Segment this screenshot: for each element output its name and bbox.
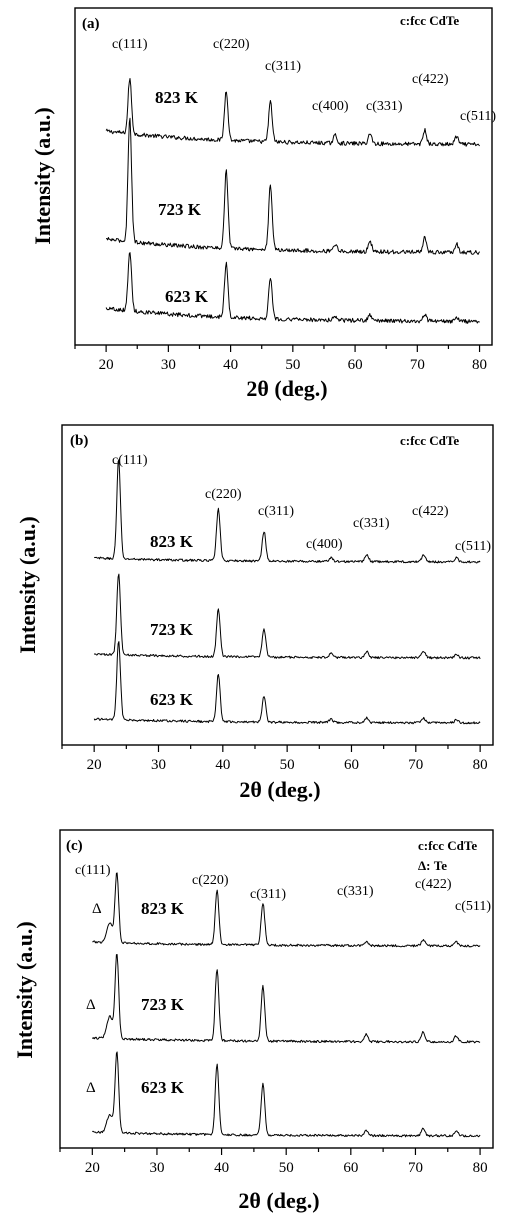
- peak-label-c220: c(220): [192, 873, 229, 888]
- legend-line-1: c:fcc CdTe: [400, 13, 459, 28]
- te-marker-623k: Δ: [86, 1080, 96, 1096]
- peak-label-c331: c(331): [366, 99, 403, 114]
- x-tick-label: 50: [279, 1160, 294, 1176]
- xrd-trace-823k: [92, 872, 481, 948]
- peak-label-c400: c(400): [306, 537, 343, 552]
- xrd-trace-823k: [94, 459, 481, 564]
- peak-label-c511: c(511): [455, 539, 491, 554]
- temperature-label-623k: 623 K: [150, 690, 194, 709]
- x-tick-label: 20: [87, 757, 102, 773]
- x-axis-ticks: 20 30 40 50 60 70 80: [59, 1148, 488, 1176]
- y-axis-title: Intensity (a.u.): [30, 107, 55, 245]
- peak-label-c331: c(331): [337, 884, 374, 899]
- y-axis-title: Intensity (a.u.): [15, 516, 40, 654]
- legend-line-1: c:fcc CdTe: [400, 433, 459, 448]
- te-marker-823k: Δ: [92, 901, 102, 917]
- x-tick-label: 80: [473, 1160, 488, 1176]
- x-tick-label: 70: [410, 357, 425, 373]
- peak-label-c331: c(331): [353, 516, 390, 531]
- temperature-label-723k: 723 K: [141, 995, 185, 1014]
- peak-label-c422: c(422): [412, 504, 449, 519]
- x-tick-label: 50: [280, 757, 295, 773]
- peak-label-c220: c(220): [205, 487, 242, 502]
- y-axis-title: Intensity (a.u.): [12, 921, 37, 1059]
- x-tick-label: 70: [408, 757, 423, 773]
- peak-label-c311: c(311): [258, 504, 294, 519]
- panel-label: (b): [70, 433, 88, 449]
- x-axis-ticks: 20 30 40 50 60 70 80: [74, 345, 487, 373]
- temperature-label-723k: 723 K: [158, 200, 202, 219]
- x-tick-label: 80: [472, 357, 487, 373]
- x-tick-label: 60: [348, 357, 363, 373]
- peak-label-c111: c(111): [75, 863, 111, 878]
- x-tick-label: 40: [223, 357, 238, 373]
- x-tick-label: 50: [285, 357, 300, 373]
- peak-label-c220: c(220): [213, 37, 250, 52]
- x-tick-label: 80: [473, 757, 488, 773]
- legend-line-2: Δ: Te: [418, 858, 447, 873]
- xrd-trace-823k: [105, 78, 480, 147]
- peak-label-c400: c(400): [312, 99, 349, 114]
- x-axis-title: 2θ (deg.): [246, 376, 327, 401]
- x-axis-ticks: 20 30 40 50 60 70 80: [61, 745, 488, 773]
- xrd-trace-723k: [106, 117, 481, 255]
- x-tick-label: 60: [344, 757, 359, 773]
- x-tick-label: 60: [343, 1160, 358, 1176]
- x-tick-label: 30: [161, 357, 176, 373]
- temperature-label-823k: 823 K: [150, 532, 194, 551]
- xrd-trace-623k: [93, 641, 481, 725]
- xrd-trace-723k: [93, 573, 481, 660]
- legend-line-1: c:fcc CdTe: [418, 838, 477, 853]
- peak-label-c111: c(111): [112, 37, 148, 52]
- x-axis-title: 2θ (deg.): [238, 1188, 319, 1213]
- peak-label-c511: c(511): [455, 899, 491, 914]
- panel-label: (c): [66, 838, 83, 854]
- x-tick-label: 20: [85, 1160, 100, 1176]
- xrd-panel-b: (b) c:fcc CdTe c(111) c(220) c(311) c(40…: [15, 424, 494, 802]
- x-tick-label: 30: [151, 757, 166, 773]
- xrd-panel-a: (a) c:fcc CdTe c(111) c(220) c(311) c(40…: [30, 7, 496, 401]
- plot-frame: [74, 7, 493, 346]
- x-tick-label: 30: [149, 1160, 164, 1176]
- plot-frame: [59, 829, 494, 1149]
- panel-label: (a): [82, 16, 100, 32]
- x-tick-label: 40: [214, 1160, 229, 1176]
- temperature-label-623k: 623 K: [141, 1078, 185, 1097]
- te-marker-723k: Δ: [86, 997, 96, 1013]
- xrd-trace-623k: [105, 252, 480, 324]
- peak-label-c422: c(422): [412, 72, 449, 87]
- x-tick-label: 20: [99, 357, 114, 373]
- temperature-label-823k: 823 K: [155, 88, 199, 107]
- xrd-trace-723k: [91, 954, 481, 1044]
- plot-frame: [61, 424, 494, 746]
- xrd-trace-623k: [92, 1051, 481, 1138]
- x-tick-label: 40: [215, 757, 230, 773]
- temperature-label-823k: 823 K: [141, 899, 185, 918]
- temperature-label-623k: 623 K: [165, 287, 209, 306]
- peak-label-c422: c(422): [415, 877, 452, 892]
- temperature-label-723k: 723 K: [150, 620, 194, 639]
- x-tick-label: 70: [408, 1160, 423, 1176]
- peak-label-c111: c(111): [112, 453, 148, 468]
- peak-label-c511: c(511): [460, 109, 496, 124]
- peak-label-c311: c(311): [250, 887, 286, 902]
- peak-label-c311: c(311): [265, 59, 301, 74]
- x-axis-title: 2θ (deg.): [239, 777, 320, 802]
- xrd-panel-c: (c) c:fcc CdTe Δ: Te c(111) c(220) c(311…: [12, 829, 494, 1213]
